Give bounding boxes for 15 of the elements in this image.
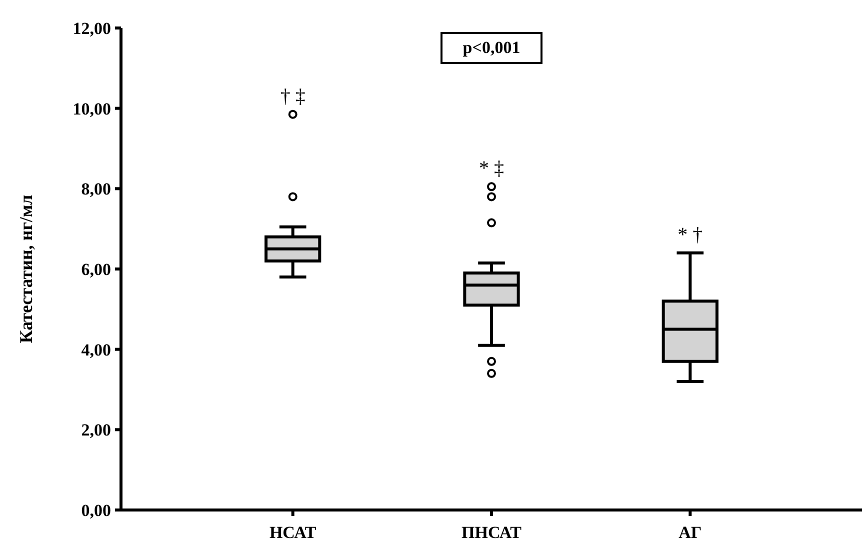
y-axis-title: Катестатин, нг/мл (16, 194, 36, 344)
annotation: † ‡ (280, 85, 306, 108)
y-tick-label: 2,00 (81, 420, 111, 440)
x-tick-label: АГ (678, 523, 702, 542)
x-tick-label: НСАТ (269, 523, 317, 542)
y-tick-label: 4,00 (81, 340, 111, 360)
y-tick-label: 6,00 (81, 260, 111, 279)
x-tick-label: ПНСАТ (462, 523, 522, 542)
y-tick-label: 10,00 (72, 99, 111, 118)
annotation: * † (678, 224, 703, 246)
annotation: * ‡ (479, 158, 504, 180)
y-tick-label: 12,00 (72, 18, 111, 38)
y-tick-label: 8,00 (81, 180, 111, 199)
annotation: p<0,001 (462, 38, 520, 57)
y-tick-label: 0,00 (81, 500, 111, 520)
